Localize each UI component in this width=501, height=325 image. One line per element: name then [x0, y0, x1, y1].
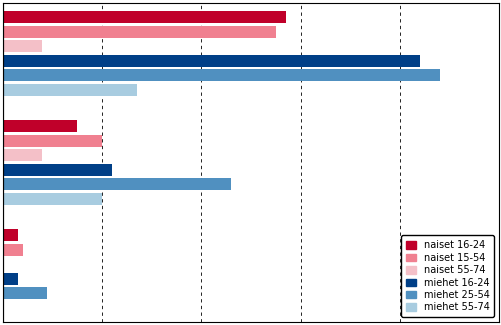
Bar [3, 178, 230, 190]
Bar [3, 40, 43, 52]
Bar [3, 164, 112, 176]
Bar [3, 244, 23, 255]
Bar [3, 273, 18, 285]
Bar [3, 70, 439, 81]
Bar [3, 193, 102, 205]
Bar [3, 229, 18, 241]
Legend: naiset 16-24, naiset 15-54, naiset 55-74, miehet 16-24, miehet 25-54, miehet 55-: naiset 16-24, naiset 15-54, naiset 55-74… [400, 236, 493, 317]
Bar [3, 55, 419, 67]
Bar [3, 149, 43, 161]
Bar [3, 135, 102, 147]
Bar [3, 26, 275, 38]
Bar [3, 287, 48, 299]
Bar [3, 120, 77, 132]
Bar [3, 84, 137, 96]
Bar [3, 11, 285, 23]
